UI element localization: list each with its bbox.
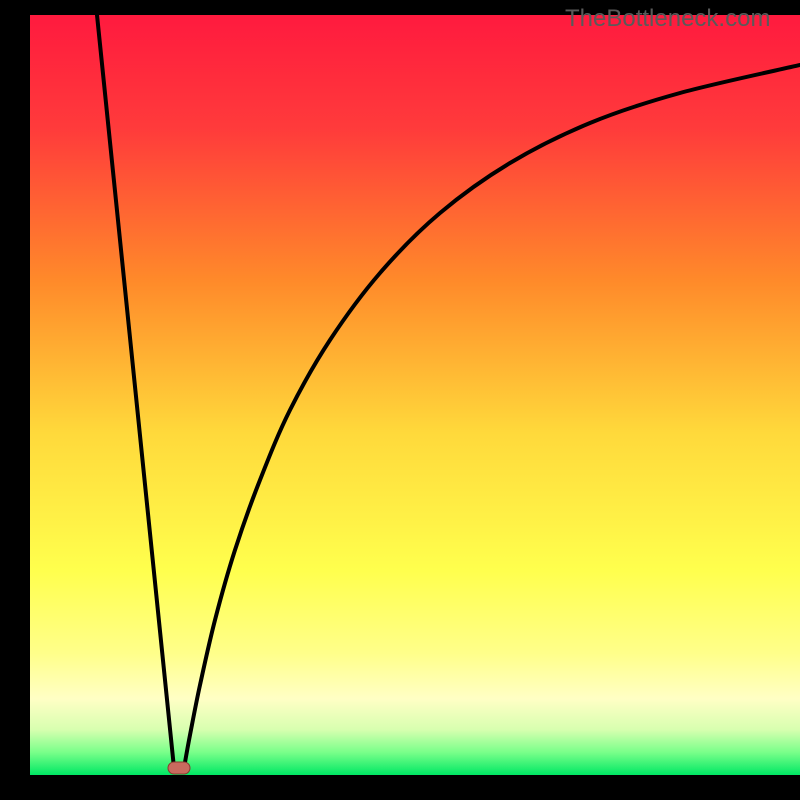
minimum-marker xyxy=(168,762,190,774)
curve-overlay xyxy=(30,15,800,775)
plot-area xyxy=(30,15,800,775)
chart-container: TheBottleneck.com xyxy=(0,0,800,800)
watermark-text: TheBottleneck.com xyxy=(565,5,770,33)
right-ascending-curve xyxy=(184,65,800,768)
left-descending-line xyxy=(97,15,174,768)
